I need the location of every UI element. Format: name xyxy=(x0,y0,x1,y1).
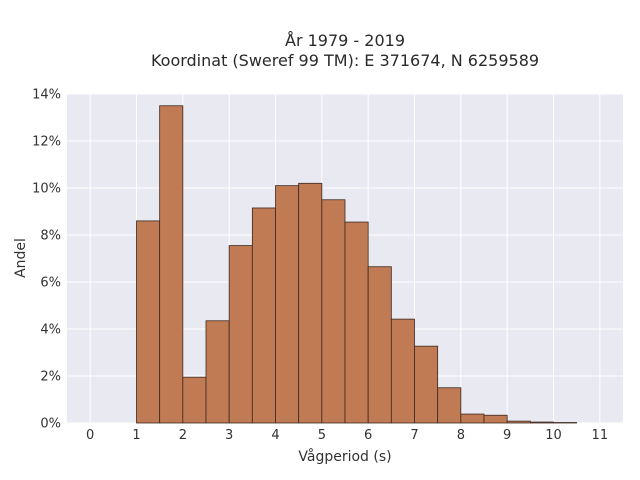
x-axis-label: Vågperiod (s) xyxy=(298,448,391,465)
histogram-bar xyxy=(529,421,554,424)
x-tick-label: 3 xyxy=(225,428,233,443)
x-tick-label: 5 xyxy=(318,428,326,443)
x-tick-label: 4 xyxy=(271,428,279,443)
histogram-bar xyxy=(367,266,392,424)
histogram-bar xyxy=(506,420,531,424)
x-tick-label: 6 xyxy=(364,428,372,443)
x-tick-label: 10 xyxy=(545,428,562,443)
histogram-bar xyxy=(483,414,508,424)
y-tick-label: 12% xyxy=(32,135,61,150)
histogram-bar xyxy=(414,345,439,424)
x-tick-label: 1 xyxy=(132,428,140,443)
y-ticks: 0% 2% 4% 6% 8% 10% 12% 14% xyxy=(32,88,61,432)
y-tick-label: 4% xyxy=(40,323,61,338)
histogram-bar xyxy=(298,182,323,424)
y-tick-label: 8% xyxy=(40,229,61,244)
x-tick-label: 7 xyxy=(410,428,418,443)
histogram-bar xyxy=(437,387,462,424)
x-tick-label: 0 xyxy=(86,428,94,443)
histogram-bar xyxy=(321,199,346,424)
x-ticks: 0 1 2 3 4 5 6 7 8 9 10 11 xyxy=(86,428,608,443)
histogram-bar xyxy=(228,245,253,424)
histogram-bar xyxy=(275,185,300,424)
y-tick-label: 10% xyxy=(32,182,61,197)
histogram-bar xyxy=(205,320,230,424)
chart-title-line1: År 1979 - 2019 xyxy=(285,31,405,50)
chart-title-line2: Koordinat (Sweref 99 TM): E 371674, N 62… xyxy=(151,51,539,70)
histogram-bar xyxy=(136,220,161,424)
y-tick-label: 0% xyxy=(40,417,61,432)
x-tick-label: 11 xyxy=(592,428,609,443)
x-tick-label: 2 xyxy=(179,428,187,443)
histogram-bar xyxy=(390,318,415,424)
histogram-bar xyxy=(460,413,485,424)
bars xyxy=(136,105,578,424)
y-tick-label: 14% xyxy=(32,88,61,103)
histogram-bar xyxy=(159,105,184,424)
y-tick-label: 2% xyxy=(40,370,61,385)
x-tick-label: 9 xyxy=(503,428,511,443)
y-tick-label: 6% xyxy=(40,276,61,291)
histogram-bar xyxy=(251,207,276,424)
histogram-bar xyxy=(182,376,207,424)
x-tick-label: 8 xyxy=(457,428,465,443)
histogram-bar xyxy=(344,221,369,424)
y-axis-label: Andel xyxy=(13,238,29,278)
